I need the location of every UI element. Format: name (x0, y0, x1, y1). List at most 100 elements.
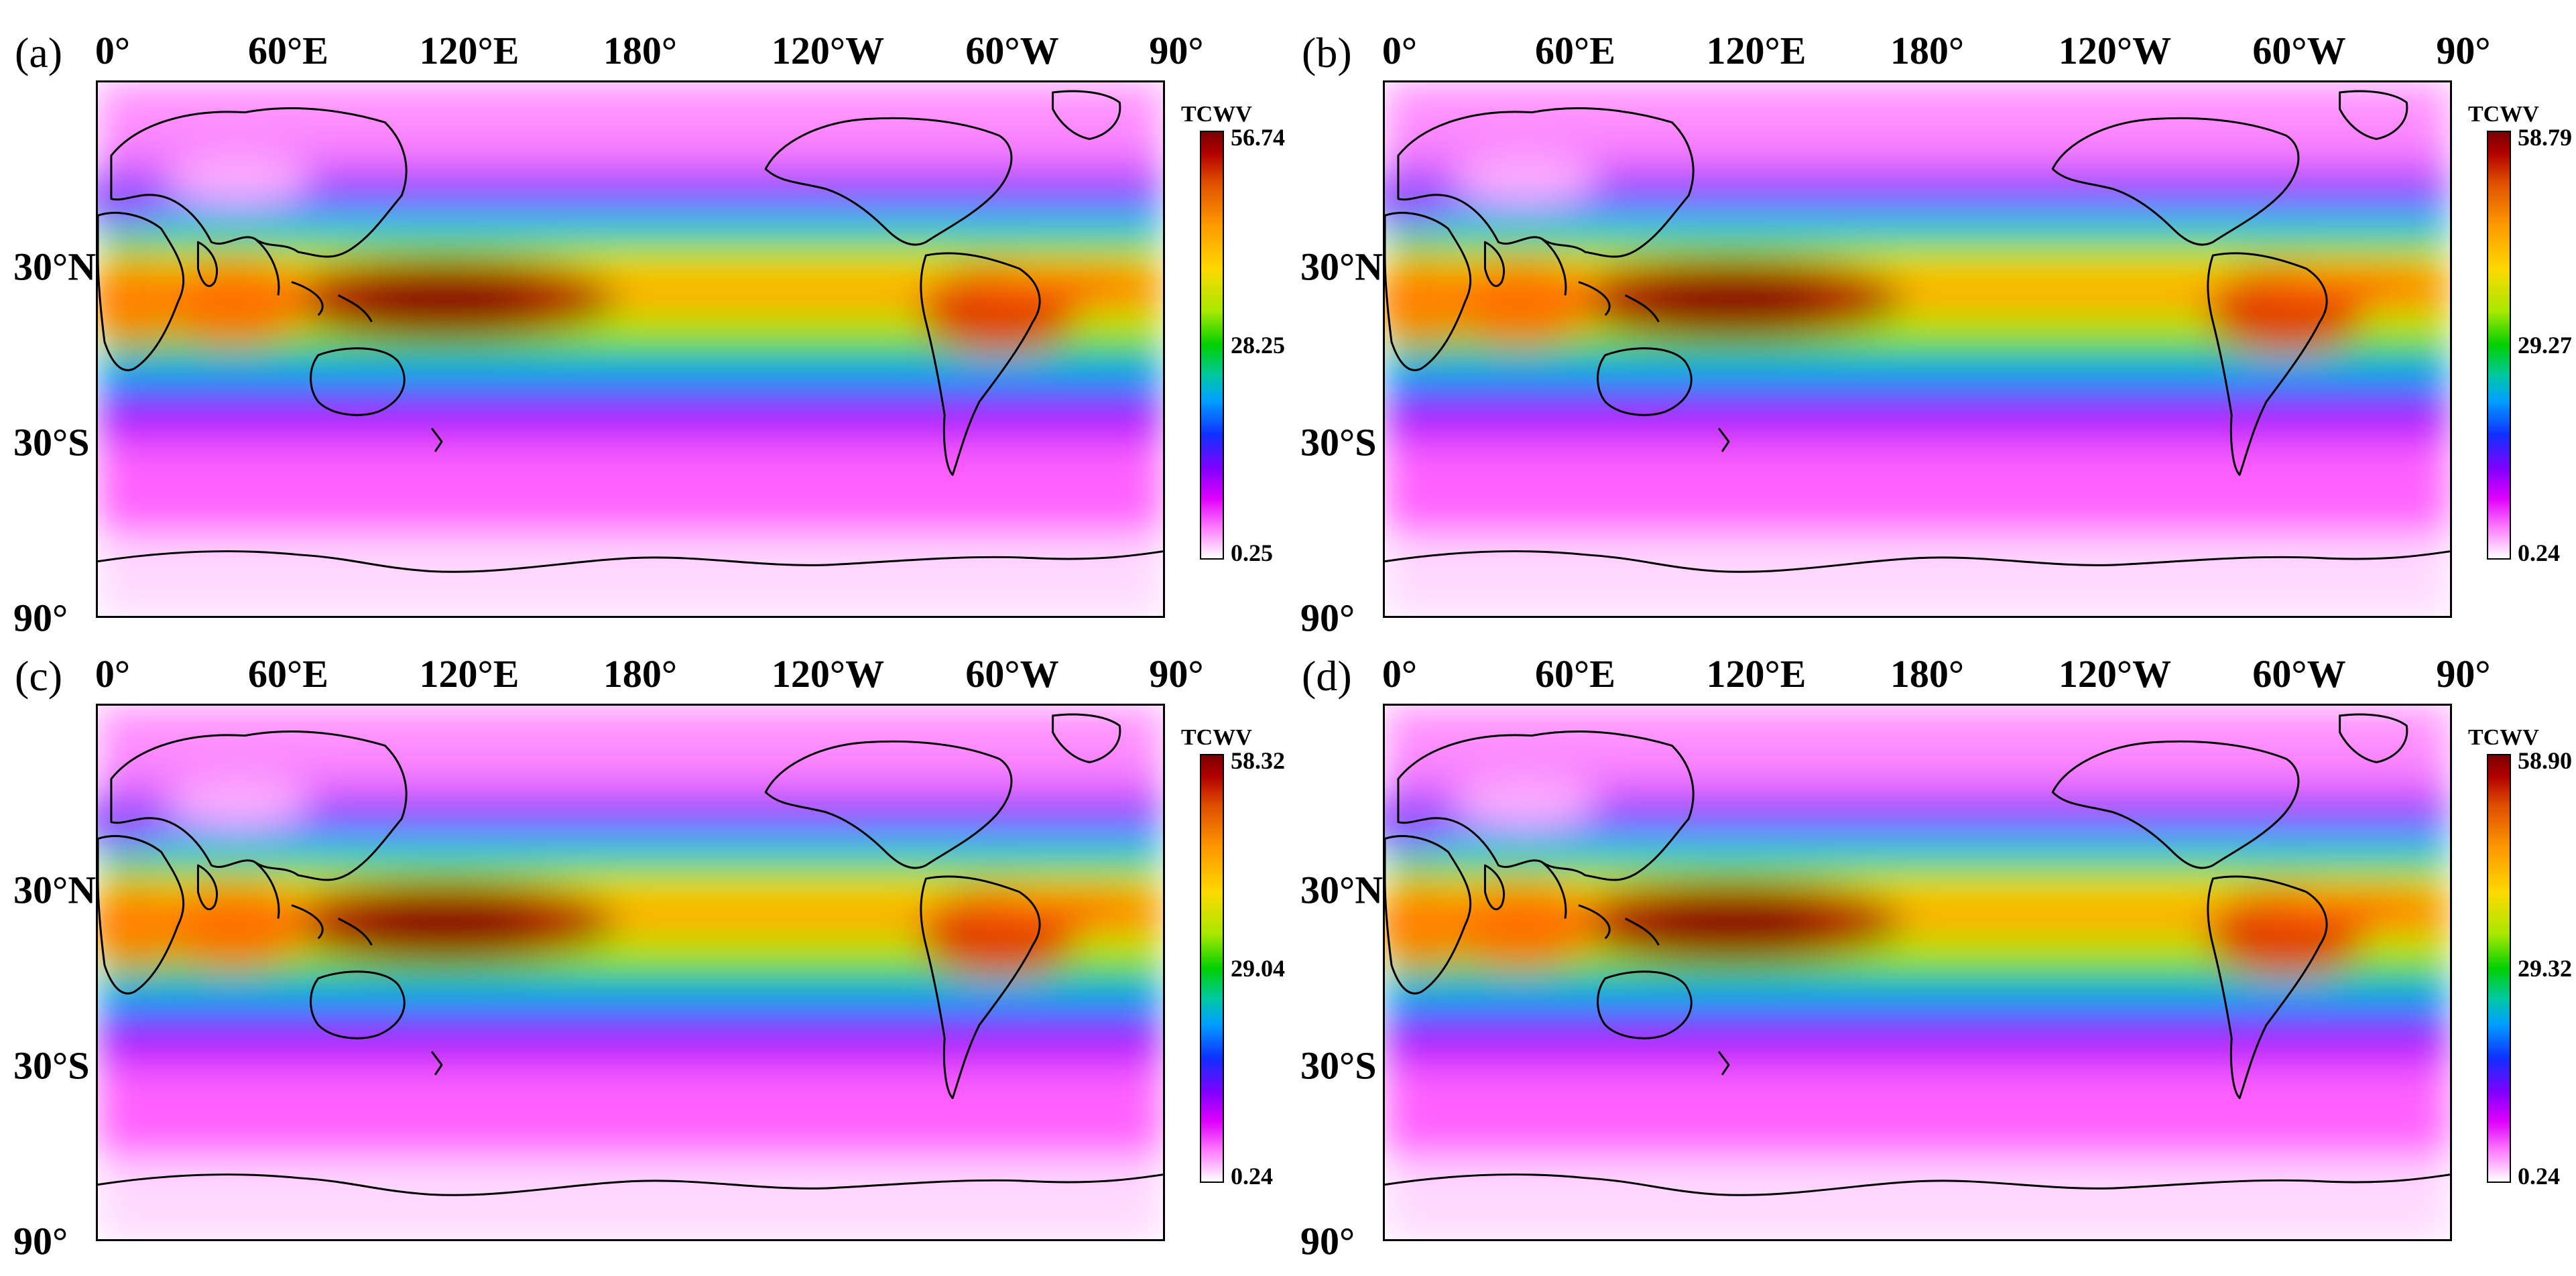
band-polar-s (1385, 534, 2450, 616)
tcwv-colorbar (1200, 754, 1224, 1183)
coast-india (1483, 241, 1506, 288)
coast-india (196, 241, 219, 288)
colorbar-min-label: 0.25 (1231, 539, 1273, 566)
lon-label-60e: 60°E (248, 652, 328, 696)
lon-label-120e: 120°E (1706, 652, 1806, 696)
band-sub-polar-s (98, 1068, 1163, 1168)
lat-label-90: 90° (1300, 1219, 1355, 1263)
tcwv-colorbar (2487, 754, 2511, 1183)
coast-se-asia (1541, 238, 1660, 322)
band-polar-s (1385, 1157, 2450, 1239)
coast-se-asia (1541, 861, 1660, 946)
coast-south-america (920, 252, 1041, 476)
coast-eurasia (1397, 107, 1695, 258)
lon-label-180: 180° (603, 29, 678, 72)
lon-label-120w: 120°W (2058, 652, 2172, 696)
africa-high (98, 885, 182, 966)
lat-label-30s: 30°S (1300, 420, 1377, 464)
tcwv-map (96, 704, 1165, 1241)
coast-north-america (2051, 740, 2300, 869)
tcwv-field (98, 706, 1163, 1239)
colorbar-max-label: 58.32 (1231, 747, 1285, 774)
band-polar-s (98, 534, 1163, 616)
africa-high (1385, 885, 1469, 966)
coast-india (1483, 864, 1506, 911)
coast-eurasia (110, 730, 408, 881)
coast-greenland (2339, 90, 2408, 140)
map-panel-d: (d) 0° 60°E 120°E 180° 120°W 60°W 90° 30… (1287, 623, 2572, 1263)
coast-australia (310, 970, 406, 1039)
tibet-dry (1451, 779, 1599, 826)
lon-label-180: 180° (1890, 652, 1965, 696)
coast-antarctica (98, 550, 1163, 573)
map-panel-b: (b) 0° 60°E 120°E 180° 120°W 60°W 90° 30… (1287, 0, 2572, 640)
colorbar-min-label: 0.24 (1231, 1163, 1273, 1190)
colorbar-max-label: 58.79 (2518, 124, 2572, 151)
coast-antarctica (1385, 1173, 2450, 1196)
colorbar-min-label: 0.24 (2518, 1163, 2560, 1190)
lat-label-30s: 30°S (13, 1043, 90, 1088)
tibet-dry (164, 779, 312, 826)
lon-label-0: 0° (95, 29, 131, 72)
moisture-field (98, 706, 1163, 1239)
lon-label-60w: 60°W (2252, 652, 2346, 696)
coast-india (196, 864, 219, 911)
coast-greenland (1052, 90, 1121, 140)
lat-label-30s: 30°S (1300, 1043, 1377, 1088)
colorbar-mid-label: 29.27 (2518, 332, 2572, 359)
indian-ocean-high (1438, 885, 1599, 966)
coast-se-asia (254, 861, 373, 946)
lat-label-90: 90° (13, 1219, 68, 1263)
colorbar-max-label: 56.74 (1231, 124, 1285, 151)
warm-pool-core (351, 901, 539, 942)
lat-label-30n: 30°N (1300, 245, 1384, 289)
colorbar-max-label: 58.90 (2518, 747, 2572, 774)
moisture-field (98, 82, 1163, 616)
coast-eurasia (110, 107, 408, 258)
coastlines (1385, 90, 2450, 573)
tcwv-field (98, 82, 1163, 616)
lon-label-60w: 60°W (965, 29, 1059, 72)
lon-label-180: 180° (603, 652, 678, 696)
coast-australia (1597, 347, 1693, 416)
colorbar-title: TCWV (2468, 725, 2539, 750)
lon-label-120e: 120°E (1706, 29, 1806, 72)
map-panel-a: (a) 0° 60°E 120°E 180° 120°W 60°W 90° 30… (0, 0, 1285, 640)
tcwv-colorbar (2487, 131, 2511, 560)
africa-high (98, 261, 182, 342)
band-sub-polar-s (98, 444, 1163, 545)
coast-se-asia (254, 238, 373, 322)
lat-label-30s: 30°S (13, 420, 90, 464)
lon-label-60w: 60°W (2252, 29, 2346, 72)
lon-label-120w: 120°W (771, 652, 885, 696)
indian-ocean-high (151, 885, 312, 966)
coast-greenland (1052, 713, 1121, 763)
lon-label-60e: 60°E (1535, 29, 1615, 72)
panel-label: (b) (1302, 29, 1352, 76)
tcwv-map (1383, 80, 2452, 618)
warm-pool-core (1638, 901, 1826, 942)
moisture-field (1385, 82, 2450, 616)
lon-label-180: 180° (1890, 29, 1965, 72)
tibet-dry (1451, 155, 1599, 202)
tcwv-map (1383, 704, 2452, 1241)
panel-label: (c) (15, 652, 63, 700)
coast-south-america (920, 875, 1041, 1100)
coastlines (1385, 713, 2450, 1196)
coast-africa (98, 212, 185, 371)
coast-australia (1597, 970, 1693, 1039)
colorbar-mid-label: 28.25 (1231, 332, 1285, 359)
lon-label-120w: 120°W (2058, 29, 2172, 72)
tcwv-colorbar (1200, 131, 1224, 560)
coast-greenland (2339, 713, 2408, 763)
coast-eurasia (1397, 730, 1695, 881)
lon-label-90: 90° (2436, 652, 2491, 696)
colorbar-title: TCWV (2468, 102, 2539, 127)
atlantic-itcz (966, 268, 1163, 302)
indian-ocean-high (1438, 261, 1599, 342)
atlantic-itcz (2253, 891, 2450, 926)
lon-label-0: 0° (95, 652, 131, 696)
panel-label: (d) (1302, 652, 1352, 700)
colorbar-title: TCWV (1181, 725, 1252, 750)
coastlines (98, 713, 1163, 1196)
